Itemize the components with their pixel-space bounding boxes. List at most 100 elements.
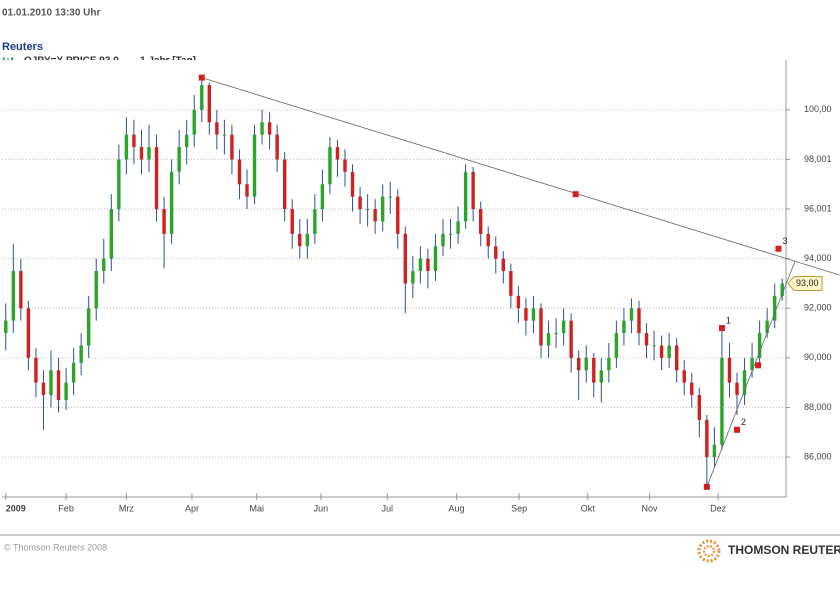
brand: THOMSON REUTERS — [728, 543, 840, 557]
candle-body — [380, 196, 385, 222]
candle-body — [328, 147, 332, 185]
candle-body — [531, 308, 536, 321]
candle-body — [169, 171, 174, 234]
marker — [572, 191, 579, 198]
y-tick-label: 96,001 — [804, 203, 832, 213]
plot-area — [2, 60, 786, 497]
x-tick-label: Jul — [381, 503, 393, 513]
candle-body — [139, 147, 144, 160]
candle-body — [49, 370, 53, 396]
candle-body — [41, 382, 46, 396]
candle-body — [592, 357, 596, 383]
last-value-label: 93,00 — [796, 278, 819, 288]
candle-body — [102, 258, 106, 272]
marker — [198, 74, 205, 81]
candle-body — [71, 362, 76, 383]
candle-body — [132, 134, 136, 148]
marker — [718, 325, 725, 332]
marker — [703, 483, 710, 490]
candle-body — [64, 382, 68, 401]
candle-body — [358, 196, 362, 210]
candle-body — [396, 196, 400, 234]
x-tick-label: Okt — [581, 503, 596, 513]
candle-body — [267, 122, 272, 135]
candle-body — [335, 147, 340, 160]
trendline — [706, 260, 796, 487]
candle-body — [19, 271, 23, 309]
candle-body — [478, 209, 483, 234]
candle-body — [207, 85, 212, 123]
candle-body — [697, 395, 702, 420]
candle-body — [94, 271, 98, 309]
candle-body — [674, 345, 679, 371]
candle-body — [4, 320, 8, 334]
candle-body — [456, 221, 460, 234]
candle-body — [426, 258, 430, 272]
candle-body — [576, 357, 581, 371]
trendline — [201, 77, 840, 276]
candle-body — [275, 134, 279, 160]
candle-body — [742, 370, 747, 396]
candle-body — [192, 109, 196, 135]
candle-body — [659, 345, 664, 358]
candle-body — [388, 196, 392, 198]
candle-body — [682, 370, 686, 383]
candle-body — [524, 308, 528, 321]
candle-body — [509, 271, 513, 296]
candle-body — [584, 357, 588, 371]
y-tick-label: 94,000 — [804, 253, 832, 263]
candle-body — [147, 147, 151, 160]
candle-body — [554, 333, 558, 335]
candle-body — [34, 357, 38, 383]
candle-body — [629, 308, 634, 321]
candle-body — [245, 184, 249, 197]
candle-body — [343, 159, 347, 172]
candle-body — [486, 233, 490, 247]
candle-body — [411, 271, 415, 284]
candle-body — [727, 357, 732, 383]
candle-body — [320, 184, 325, 210]
candle-body — [599, 370, 604, 383]
candle-body — [735, 382, 739, 396]
y-tick-label: 100,00 — [804, 104, 832, 114]
candle-body — [418, 258, 423, 272]
candle-body — [26, 308, 31, 358]
candle-body — [117, 159, 121, 210]
x-tick-label: Sep — [511, 503, 527, 513]
candle-body — [750, 357, 754, 371]
candle-body — [230, 134, 234, 160]
candle-body — [184, 134, 189, 148]
candle-body — [561, 320, 566, 334]
candle-body — [712, 444, 717, 458]
candle-body — [441, 233, 445, 247]
x-tick-label: Nov — [642, 503, 659, 513]
candle-body — [433, 246, 438, 272]
x-tick-label: 2009 — [6, 503, 26, 513]
candle-body — [772, 295, 777, 321]
marker-label: 1 — [726, 315, 731, 325]
candle-body — [644, 333, 649, 346]
brand-logo — [697, 539, 721, 563]
candle-body — [637, 308, 641, 334]
source: Reuters — [2, 41, 43, 53]
candle-body — [252, 134, 257, 197]
candle-body — [237, 159, 242, 185]
candle-body — [215, 122, 219, 135]
marker — [755, 362, 762, 369]
marker — [734, 426, 740, 433]
candle-body — [471, 171, 475, 210]
last-value-tag — [787, 275, 823, 291]
candle-body — [260, 122, 264, 135]
candle-body — [546, 333, 551, 346]
candle-body — [373, 209, 377, 222]
y-tick-label: 92,000 — [804, 303, 832, 313]
marker-label: 2 — [741, 417, 746, 427]
candle-body — [305, 233, 310, 247]
candle-body — [780, 283, 784, 296]
x-tick-label: Mai — [250, 503, 265, 513]
marker-label: 3 — [782, 236, 787, 246]
y-tick-label: 86,000 — [804, 451, 832, 461]
timestamp: 01.01.2010 13:30 Uhr — [2, 8, 101, 19]
x-tick-label: Apr — [185, 503, 199, 513]
